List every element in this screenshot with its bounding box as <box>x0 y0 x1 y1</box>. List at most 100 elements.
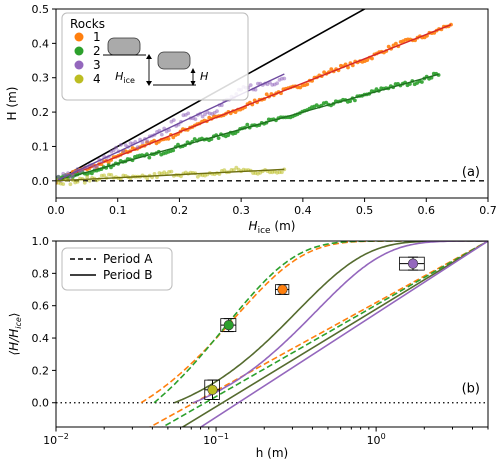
fit-line-rock-2 <box>56 73 439 182</box>
data-point-rock-2 <box>348 99 352 104</box>
x-tick-label: 0.1 <box>109 204 127 217</box>
data-point-rock-4 <box>204 379 220 401</box>
data-point-rock-4 <box>145 176 150 181</box>
panel-a-frame <box>55 8 489 199</box>
error-box <box>204 379 220 400</box>
data-point-rock-1 <box>233 110 238 114</box>
legend-a-marker-3 <box>74 60 84 70</box>
legend-a-marker-1 <box>74 32 84 42</box>
data-point-rock-2 <box>216 136 221 141</box>
data-point-rock-3 <box>186 111 191 116</box>
data-point-rock-1 <box>346 65 350 70</box>
data-point-rock-2 <box>90 171 94 176</box>
data-point-rock-3 <box>95 164 99 169</box>
data-point-rock-1 <box>365 58 370 62</box>
y-tick-label: 0.1 <box>32 140 50 153</box>
data-point-rock-3 <box>70 173 75 178</box>
inset-hice-label: Hice <box>115 70 135 85</box>
data-point-rock-4 <box>85 175 90 179</box>
data-point-rock-2 <box>220 318 237 333</box>
data-point-rock-4 <box>222 168 227 173</box>
legend-b-label: Period B <box>103 268 152 282</box>
data-point-rock-2 <box>147 155 152 160</box>
data-point-rock-3 <box>193 117 198 121</box>
data-point-rock-4 <box>68 182 73 187</box>
legend-b-label: Period A <box>103 252 153 266</box>
data-point-rock-4 <box>152 172 157 176</box>
data-point-rock-1 <box>264 92 269 97</box>
data-point-rock-2 <box>353 98 357 103</box>
series-rock-4 <box>56 165 287 187</box>
x-tick-label: 0.5 <box>356 204 374 217</box>
data-point-rock-4 <box>75 179 80 184</box>
data-point-rock-3 <box>275 81 279 86</box>
y-tick-label: 0.2 <box>32 364 50 377</box>
data-point-rock-1 <box>305 82 310 87</box>
x-tick-label: 0.6 <box>418 204 436 217</box>
y-axis-label: H (m) <box>5 87 19 121</box>
data-point-rock-3 <box>111 148 116 153</box>
legend-a-marker-2 <box>74 46 84 56</box>
inset-rock-sitting <box>107 37 141 56</box>
data-marker-rock-3 <box>407 258 419 269</box>
data-point-rock-3 <box>119 143 123 147</box>
x-tick-label: 0.4 <box>294 204 312 217</box>
y-tick-label: 0.0 <box>32 397 50 410</box>
inset-h-arrowheads <box>190 68 196 86</box>
fit-line-rock-4 <box>56 168 285 182</box>
data-point-rock-4 <box>280 170 284 175</box>
y-tick-label: 0.5 <box>32 3 50 16</box>
data-point-rock-4 <box>109 173 114 177</box>
legend-a-label-2: 2 <box>93 44 101 58</box>
data-point-rock-4 <box>169 169 174 174</box>
panel-label-a: (a) <box>462 165 480 180</box>
data-point-rock-3 <box>215 109 219 113</box>
data-point-rock-3 <box>135 145 140 150</box>
panel-b: 10−2 10−1 100 0.0 0.2 0.4 0.6 0.8 1.0 h (m) ⟨H/Hic… <box>7 235 489 460</box>
data-point-rock-1 <box>329 67 334 71</box>
data-point-rock-3 <box>253 87 258 92</box>
panel-b-frame <box>55 240 489 428</box>
legend-b: Period A Period B <box>61 247 173 291</box>
data-point-rock-3 <box>56 174 61 179</box>
y-tick-label: 0.2 <box>32 106 50 119</box>
data-point-rock-1 <box>166 136 171 141</box>
x-axis-label: h (m) <box>256 446 288 460</box>
y-tick-label: 0.8 <box>32 267 50 280</box>
x-tick-label: 100 <box>367 432 386 447</box>
data-point-rock-3 <box>248 83 253 87</box>
model-curve-period-a <box>153 241 488 427</box>
data-point-rock-4 <box>179 174 183 179</box>
y-tick-label: 1.0 <box>32 235 50 248</box>
legend-a-label-4: 4 <box>93 72 101 86</box>
y-tick-label: 0.3 <box>32 72 50 85</box>
data-point-rock-1 <box>171 135 176 140</box>
data-point-rock-2 <box>420 80 424 84</box>
data-point-rock-4 <box>102 173 106 178</box>
x-tick-label: 0.0 <box>47 204 65 217</box>
fit-line-rock-1 <box>56 24 452 182</box>
data-point-rock-3 <box>171 118 176 122</box>
data-point-rock-1 <box>275 284 290 295</box>
legend-a-label-1: 1 <box>93 30 101 44</box>
legend-a-marker-4 <box>74 74 84 84</box>
y-tick-label: 0.6 <box>32 300 50 313</box>
error-box <box>220 318 237 332</box>
x-tick-label: 10−1 <box>203 432 229 447</box>
panel-label-b: (b) <box>462 382 480 397</box>
identity-line <box>56 9 367 182</box>
data-point-rock-1 <box>394 41 398 46</box>
data-point-rock-1 <box>370 56 374 61</box>
data-point-rock-4 <box>82 180 87 185</box>
inset-rock-lifted <box>157 51 191 70</box>
inset-h-label: H <box>200 70 208 83</box>
legend-a-title: Rocks <box>70 17 105 31</box>
model-curve-period-a <box>140 241 488 427</box>
error-box <box>399 256 425 271</box>
data-point-rock-4 <box>61 182 66 187</box>
data-point-rock-3 <box>159 132 164 137</box>
data-point-rock-3 <box>282 76 287 81</box>
data-point-rock-2 <box>245 122 250 127</box>
